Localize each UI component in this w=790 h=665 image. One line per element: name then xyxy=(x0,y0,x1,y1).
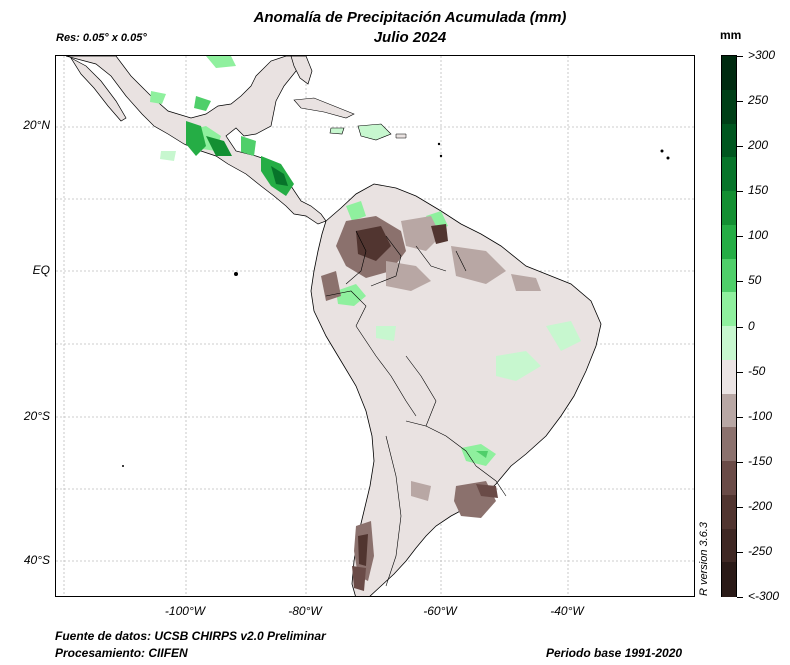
map-title: Anomalía de Precipitación Acumulada (mm) xyxy=(253,9,567,26)
baja-california xyxy=(70,57,127,122)
colorbar-tick xyxy=(737,597,743,598)
colorbar-label: -250 xyxy=(748,543,773,558)
colorbar-label: -100 xyxy=(748,408,773,423)
island xyxy=(437,142,441,146)
puerto-rico xyxy=(395,133,407,139)
border-peru xyxy=(355,325,407,402)
hispaniola xyxy=(357,123,392,141)
colorbar-tick xyxy=(737,506,743,508)
colorbar-segment xyxy=(722,528,736,563)
xtick-80w: -80°W xyxy=(288,604,322,618)
colorbar-label: 100 xyxy=(748,228,769,243)
colorbar-segment xyxy=(722,494,736,529)
colorbar-tick xyxy=(737,56,743,57)
colorbar-tick xyxy=(737,281,743,283)
florida xyxy=(290,56,313,85)
colorbar-segment xyxy=(722,123,736,158)
ytick-40s: 40°S xyxy=(23,553,50,567)
colorbar-label: 50 xyxy=(748,273,762,288)
colorbar-segment xyxy=(722,224,736,259)
r-version-label: R version 3.6.3 xyxy=(698,522,710,596)
border-chile-argentina xyxy=(385,435,402,587)
colorbar-tick xyxy=(737,236,743,238)
colorbar-tick xyxy=(737,146,743,148)
jamaica xyxy=(329,127,345,135)
colorbar-label: 200 xyxy=(748,138,769,153)
colorbar-segment xyxy=(722,427,736,462)
colorbar-tick xyxy=(737,326,743,328)
resolution-label: Res: 0.05° x 0.05° xyxy=(56,32,147,44)
wet-anomalies xyxy=(150,56,581,466)
colorbar-segment xyxy=(722,191,736,226)
colorbar-segment xyxy=(722,258,736,293)
galapagos xyxy=(234,272,238,276)
colorbar xyxy=(721,55,737,597)
border-colombia xyxy=(345,230,367,285)
colorbar-segment xyxy=(722,359,736,394)
colorbar-tick xyxy=(737,461,743,463)
border-peru-bolivia xyxy=(405,400,417,417)
xtick-40w: -40°W xyxy=(550,604,584,618)
colorbar-label: -200 xyxy=(748,498,773,513)
border-uruguay xyxy=(475,465,507,497)
colorbar-tick xyxy=(737,416,743,418)
ytick-20n: 20°N xyxy=(23,118,50,132)
colorbar-label: 150 xyxy=(748,183,769,198)
map-subtitle: Julio 2024 xyxy=(373,29,447,46)
border-guyana xyxy=(415,245,447,272)
processing-credit: Procesamiento: CIIFEN xyxy=(55,646,188,660)
border-bolivia xyxy=(405,355,437,427)
colorbar-tick xyxy=(737,191,743,193)
ytick-eq: EQ xyxy=(32,263,50,277)
colorbar-tick xyxy=(737,551,743,553)
xtick-100w: -100°W xyxy=(164,604,206,618)
border-paraguay xyxy=(425,425,477,467)
island xyxy=(660,149,664,153)
cuba xyxy=(293,97,355,119)
colorbar-label: 0 xyxy=(748,318,755,333)
colorbar-segment xyxy=(722,56,736,91)
colorbar-segment xyxy=(722,292,736,327)
colorbar-label: 250 xyxy=(748,93,769,108)
colorbar-label: -50 xyxy=(748,363,766,378)
base-period: Periodo base 1991-2020 xyxy=(546,646,683,660)
colorbar-segment xyxy=(722,89,736,124)
border-venezuela xyxy=(370,235,402,287)
colorbar-segment xyxy=(722,562,736,597)
country-borders xyxy=(325,230,507,587)
colorbar-segment xyxy=(722,157,736,192)
colorbar-label: -150 xyxy=(748,453,773,468)
colorbar-label: >300 xyxy=(748,48,776,62)
border-ecuador xyxy=(325,290,367,327)
island xyxy=(666,156,670,160)
xtick-60w: -60°W xyxy=(423,604,457,618)
colorbar-tick xyxy=(737,101,743,103)
island xyxy=(122,465,124,467)
colorbar-tick xyxy=(737,371,743,373)
colorbar-label: <-300 xyxy=(748,589,780,603)
data-source: Fuente de datos: UCSB CHIRPS v2.0 Prelim… xyxy=(55,629,326,643)
colorbar-segment xyxy=(722,393,736,428)
island xyxy=(439,154,443,158)
colorbar-unit: mm xyxy=(720,28,742,42)
colorbar-segment xyxy=(722,326,736,361)
ytick-20s: 20°S xyxy=(23,409,50,423)
colorbar-segment xyxy=(722,461,736,496)
dry-anomalies xyxy=(321,216,541,591)
map-canvas xyxy=(56,56,694,596)
map-frame xyxy=(55,55,695,597)
border-suriname xyxy=(455,250,467,272)
